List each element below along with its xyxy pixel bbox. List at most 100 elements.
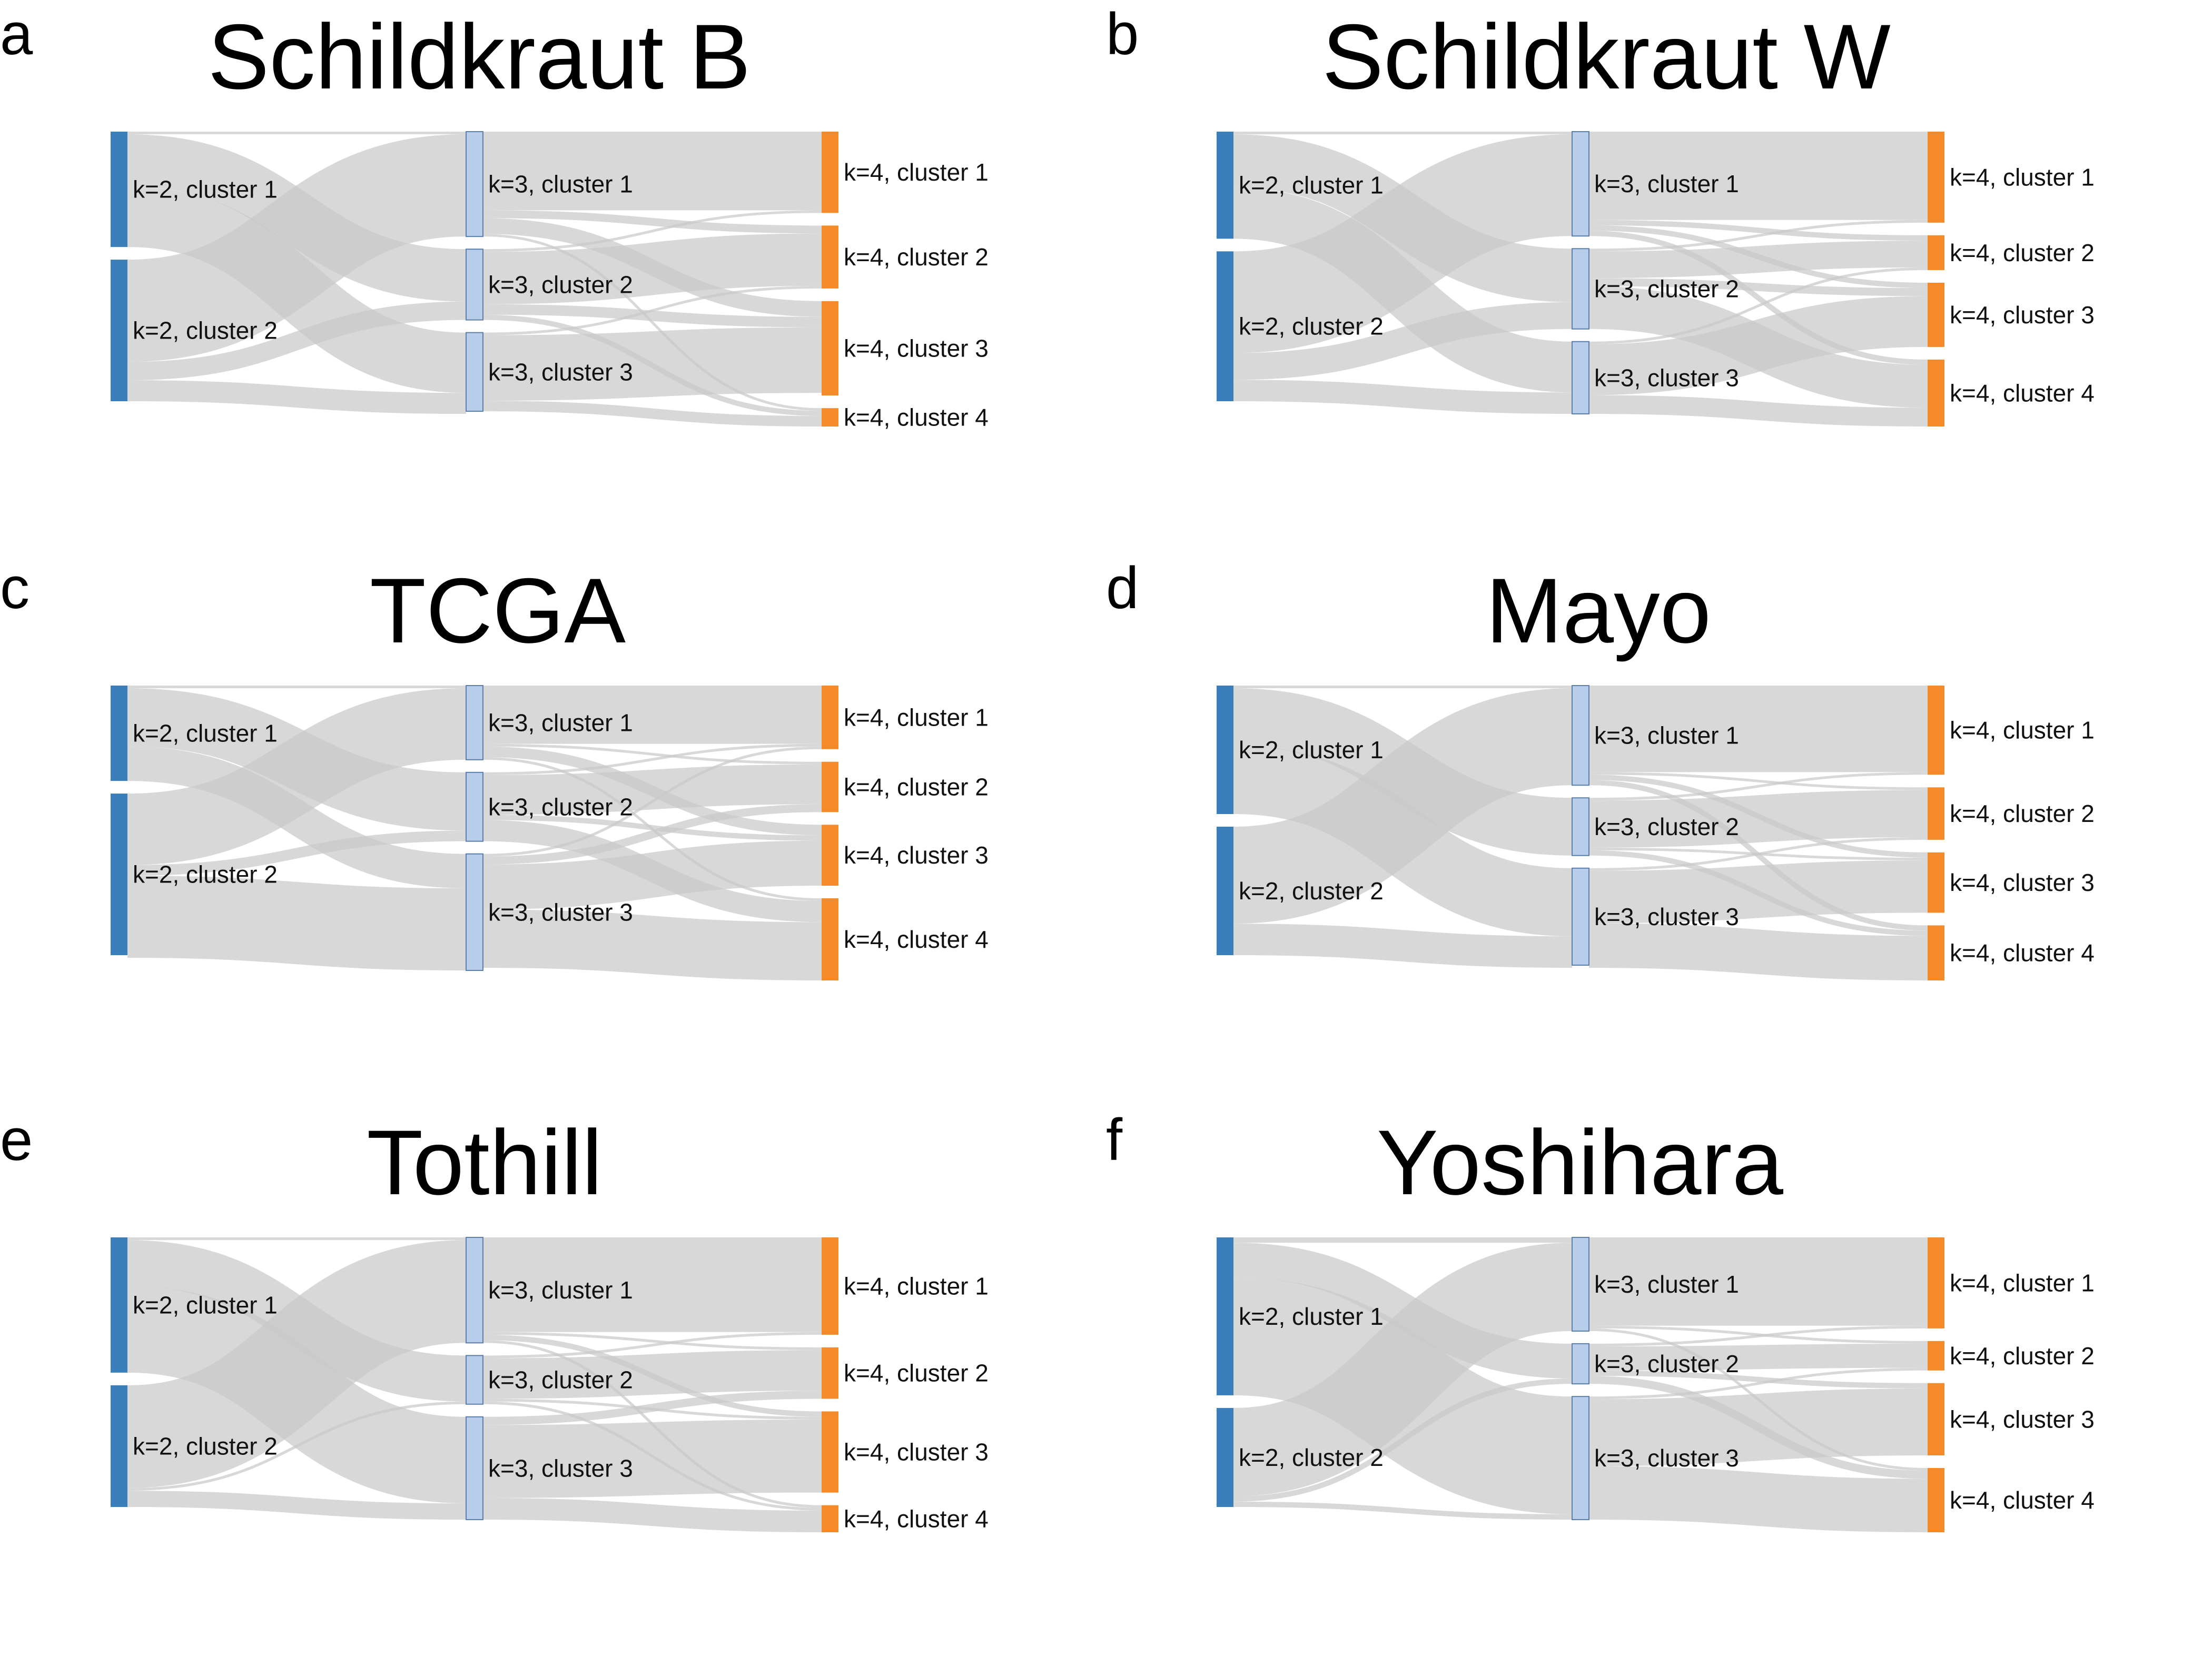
sankey-node-k4c1 [822, 1237, 838, 1335]
sankey-node-k2c2 [1217, 251, 1233, 401]
sankey-node-label-k3c3: k=3, cluster 3 [488, 358, 633, 385]
sankey-node-label-k2c2: k=2, cluster 2 [133, 317, 278, 344]
sankey-node-label-k2c2: k=2, cluster 2 [1239, 1444, 1384, 1471]
sankey-link-k3c3-k4c3 [482, 327, 822, 401]
sankey-node-k4c4 [1928, 1468, 1944, 1532]
sankey-link-k2c2-k3c3 [1233, 924, 1573, 968]
sankey-node-k3c3 [1572, 1396, 1589, 1521]
sankey-node-label-k4c1: k=4, cluster 1 [1950, 1269, 2095, 1296]
sankey-node-label-k3c2: k=3, cluster 2 [488, 793, 633, 820]
sankey-link-k2c2-k3c2 [1233, 302, 1573, 380]
sankey-link-k3c2-k4c2 [482, 233, 822, 304]
sankey-link-k3c3-k4c3 [1588, 296, 1928, 395]
sankey-link-k3c3-k4c2 [1588, 837, 1928, 871]
sankey-node-label-k4c1: k=4, cluster 1 [1950, 163, 2095, 191]
sankey-node-label-k3c1: k=3, cluster 1 [488, 171, 633, 198]
sankey-node-k2c1 [111, 132, 127, 247]
sankey-node-k4c3 [822, 825, 838, 886]
sankey-node-label-k4c1: k=4, cluster 1 [844, 158, 989, 186]
sankey-node-label-k2c1: k=2, cluster 1 [1239, 1303, 1384, 1330]
sankey-link-k2c2-k3c3 [127, 876, 467, 971]
sankey-node-label-k2c2: k=2, cluster 2 [1239, 877, 1384, 905]
sankey-node-k2c1 [1217, 132, 1233, 239]
sankey-node-label-k3c3: k=3, cluster 3 [1594, 1444, 1739, 1472]
sankey-link-k3c3-k4c2 [482, 285, 822, 335]
sankey-node-k3c3 [1572, 341, 1589, 414]
sankey-node-k4c2 [822, 1347, 838, 1399]
sankey-node-label-k4c2: k=4, cluster 2 [1950, 239, 2095, 266]
sankey-node-label-k3c2: k=3, cluster 2 [1594, 813, 1739, 840]
sankey-node-label-k4c1: k=4, cluster 1 [1950, 717, 2095, 744]
sankey-node-k4c1 [1928, 1237, 1944, 1328]
sankey-node-k3c1 [466, 131, 483, 237]
sankey-node-k2c1 [1217, 686, 1233, 814]
sankey-node-label-k3c3: k=3, cluster 3 [488, 898, 633, 926]
sankey-link-k2c2-k3c2 [127, 830, 467, 876]
sankey-node-label-k3c2: k=3, cluster 2 [1594, 1350, 1739, 1377]
sankey-node-label-k4c2: k=4, cluster 2 [844, 1360, 989, 1387]
sankey-link-k3c3-k4c4 [482, 909, 822, 980]
sankey-diagram: k=2, cluster 1 k=2, cluster 2 k=3, cluster… [111, 131, 989, 431]
sankey-node-label-k3c2: k=3, cluster 2 [1594, 275, 1739, 303]
sankey-node-k4c3 [1928, 1383, 1944, 1455]
sankey-link-k3c1-k4c4 [1588, 231, 1928, 365]
sankey-node-k4c1 [1928, 132, 1944, 223]
panel-title: Schildkraut B [208, 6, 751, 108]
sankey-node-k3c1 [1572, 1237, 1589, 1332]
sankey-links [127, 685, 822, 980]
sankey-node-label-k3c3: k=3, cluster 3 [1594, 364, 1739, 391]
sankey-node-label-k4c2: k=4, cluster 2 [1950, 800, 2095, 827]
panel-letter: e [0, 1107, 33, 1173]
sankey-node-k4c2 [822, 761, 838, 812]
sankey-link-k3c3-k4c3 [482, 1419, 822, 1498]
sankey-node-label-k2c1: k=2, cluster 1 [1239, 736, 1384, 763]
sankey-link-k3c3-k4c2 [482, 1391, 822, 1425]
sankey-link-k3c3-k4c4 [1588, 923, 1928, 980]
sankey-node-k4c4 [822, 408, 838, 427]
sankey-link-k2c2-k3c3 [1233, 1501, 1573, 1520]
sankey-node-label-k3c2: k=3, cluster 2 [488, 271, 633, 298]
sankey-link-k2c2-k3c3 [127, 380, 467, 414]
sankey-node-label-k4c4: k=4, cluster 4 [1950, 1486, 2095, 1514]
sankey-link-k3c1-k4c2 [482, 743, 822, 765]
sankey-node-label-k4c3: k=4, cluster 3 [1950, 301, 2095, 329]
sankey-node-label-k4c1: k=4, cluster 1 [844, 703, 989, 731]
panel-e: e Tothill k=2, cluster 1 k=2, cluster 2 k=… [0, 1106, 1106, 1656]
sankey-link-k3c2-k4c3 [1588, 278, 1928, 296]
sankey-node-k3c2 [1572, 797, 1589, 856]
panel-title: Schildkraut W [1322, 6, 1891, 108]
sankey-node-k3c2 [466, 1355, 483, 1405]
sankey-node-k4c4 [1928, 925, 1944, 980]
sankey-node-k3c1 [1572, 685, 1589, 786]
sankey-links [126, 1237, 822, 1533]
sankey-link-k3c2-k4c2 [1588, 1343, 1928, 1371]
sankey-node-label-k4c4: k=4, cluster 4 [844, 404, 989, 431]
panel-a: a Schildkraut B k=2, cluster 1 k=2, clust… [0, 0, 1106, 550]
sankey-link-k3c3-k4c2 [482, 804, 822, 865]
sankey-node-k3c3 [466, 332, 483, 412]
sankey-node-label-k4c2: k=4, cluster 2 [1950, 1342, 2095, 1370]
sankey-link-k3c2-k4c2 [482, 1350, 822, 1399]
sankey-node-label-k4c3: k=4, cluster 3 [844, 841, 989, 869]
sankey-node-k4c2 [1928, 235, 1944, 270]
sankey-link-k3c3-k4c3 [1588, 1388, 1928, 1466]
sankey-link-k3c2-k4c2 [482, 764, 822, 815]
sankey-link-k3c3-k4c4 [482, 401, 822, 427]
panel-title: Tothill [367, 1112, 603, 1214]
sankey-node-label-k4c4: k=4, cluster 4 [1950, 939, 2095, 967]
panel-c: c TCGA k=2, cluster 1 k=2, cluster 2 k=3, … [0, 554, 1106, 1104]
sankey-node-label-k2c1: k=2, cluster 1 [1239, 172, 1384, 199]
sankey-node-label-k3c1: k=3, cluster 1 [488, 709, 633, 736]
sankey-node-k3c1 [466, 1237, 483, 1344]
sankey-diagram: k=2, cluster 1 k=2, cluster 2 k=3, cluster… [1217, 1237, 2095, 1533]
sankey-link-k3c1-k4c2 [482, 1332, 822, 1351]
sankey-node-label-k3c1: k=3, cluster 1 [1594, 722, 1739, 749]
sankey-node-k2c2 [111, 260, 127, 401]
sankey-link-k3c3-k4c1 [482, 746, 822, 857]
panel-d: d Mayo k=2, cluster 1 k=2, cluster 2 k=3, … [1106, 554, 2212, 1104]
sankey-links [126, 131, 822, 427]
sankey-diagram: k=2, cluster 1 k=2, cluster 2 k=3, cluster… [111, 1237, 989, 1533]
sankey-link-k3c2-k4c2 [1588, 241, 1928, 279]
sankey-node-k4c2 [1928, 1341, 1944, 1371]
sankey-link-k2c2-k3c1 [1232, 688, 1573, 924]
